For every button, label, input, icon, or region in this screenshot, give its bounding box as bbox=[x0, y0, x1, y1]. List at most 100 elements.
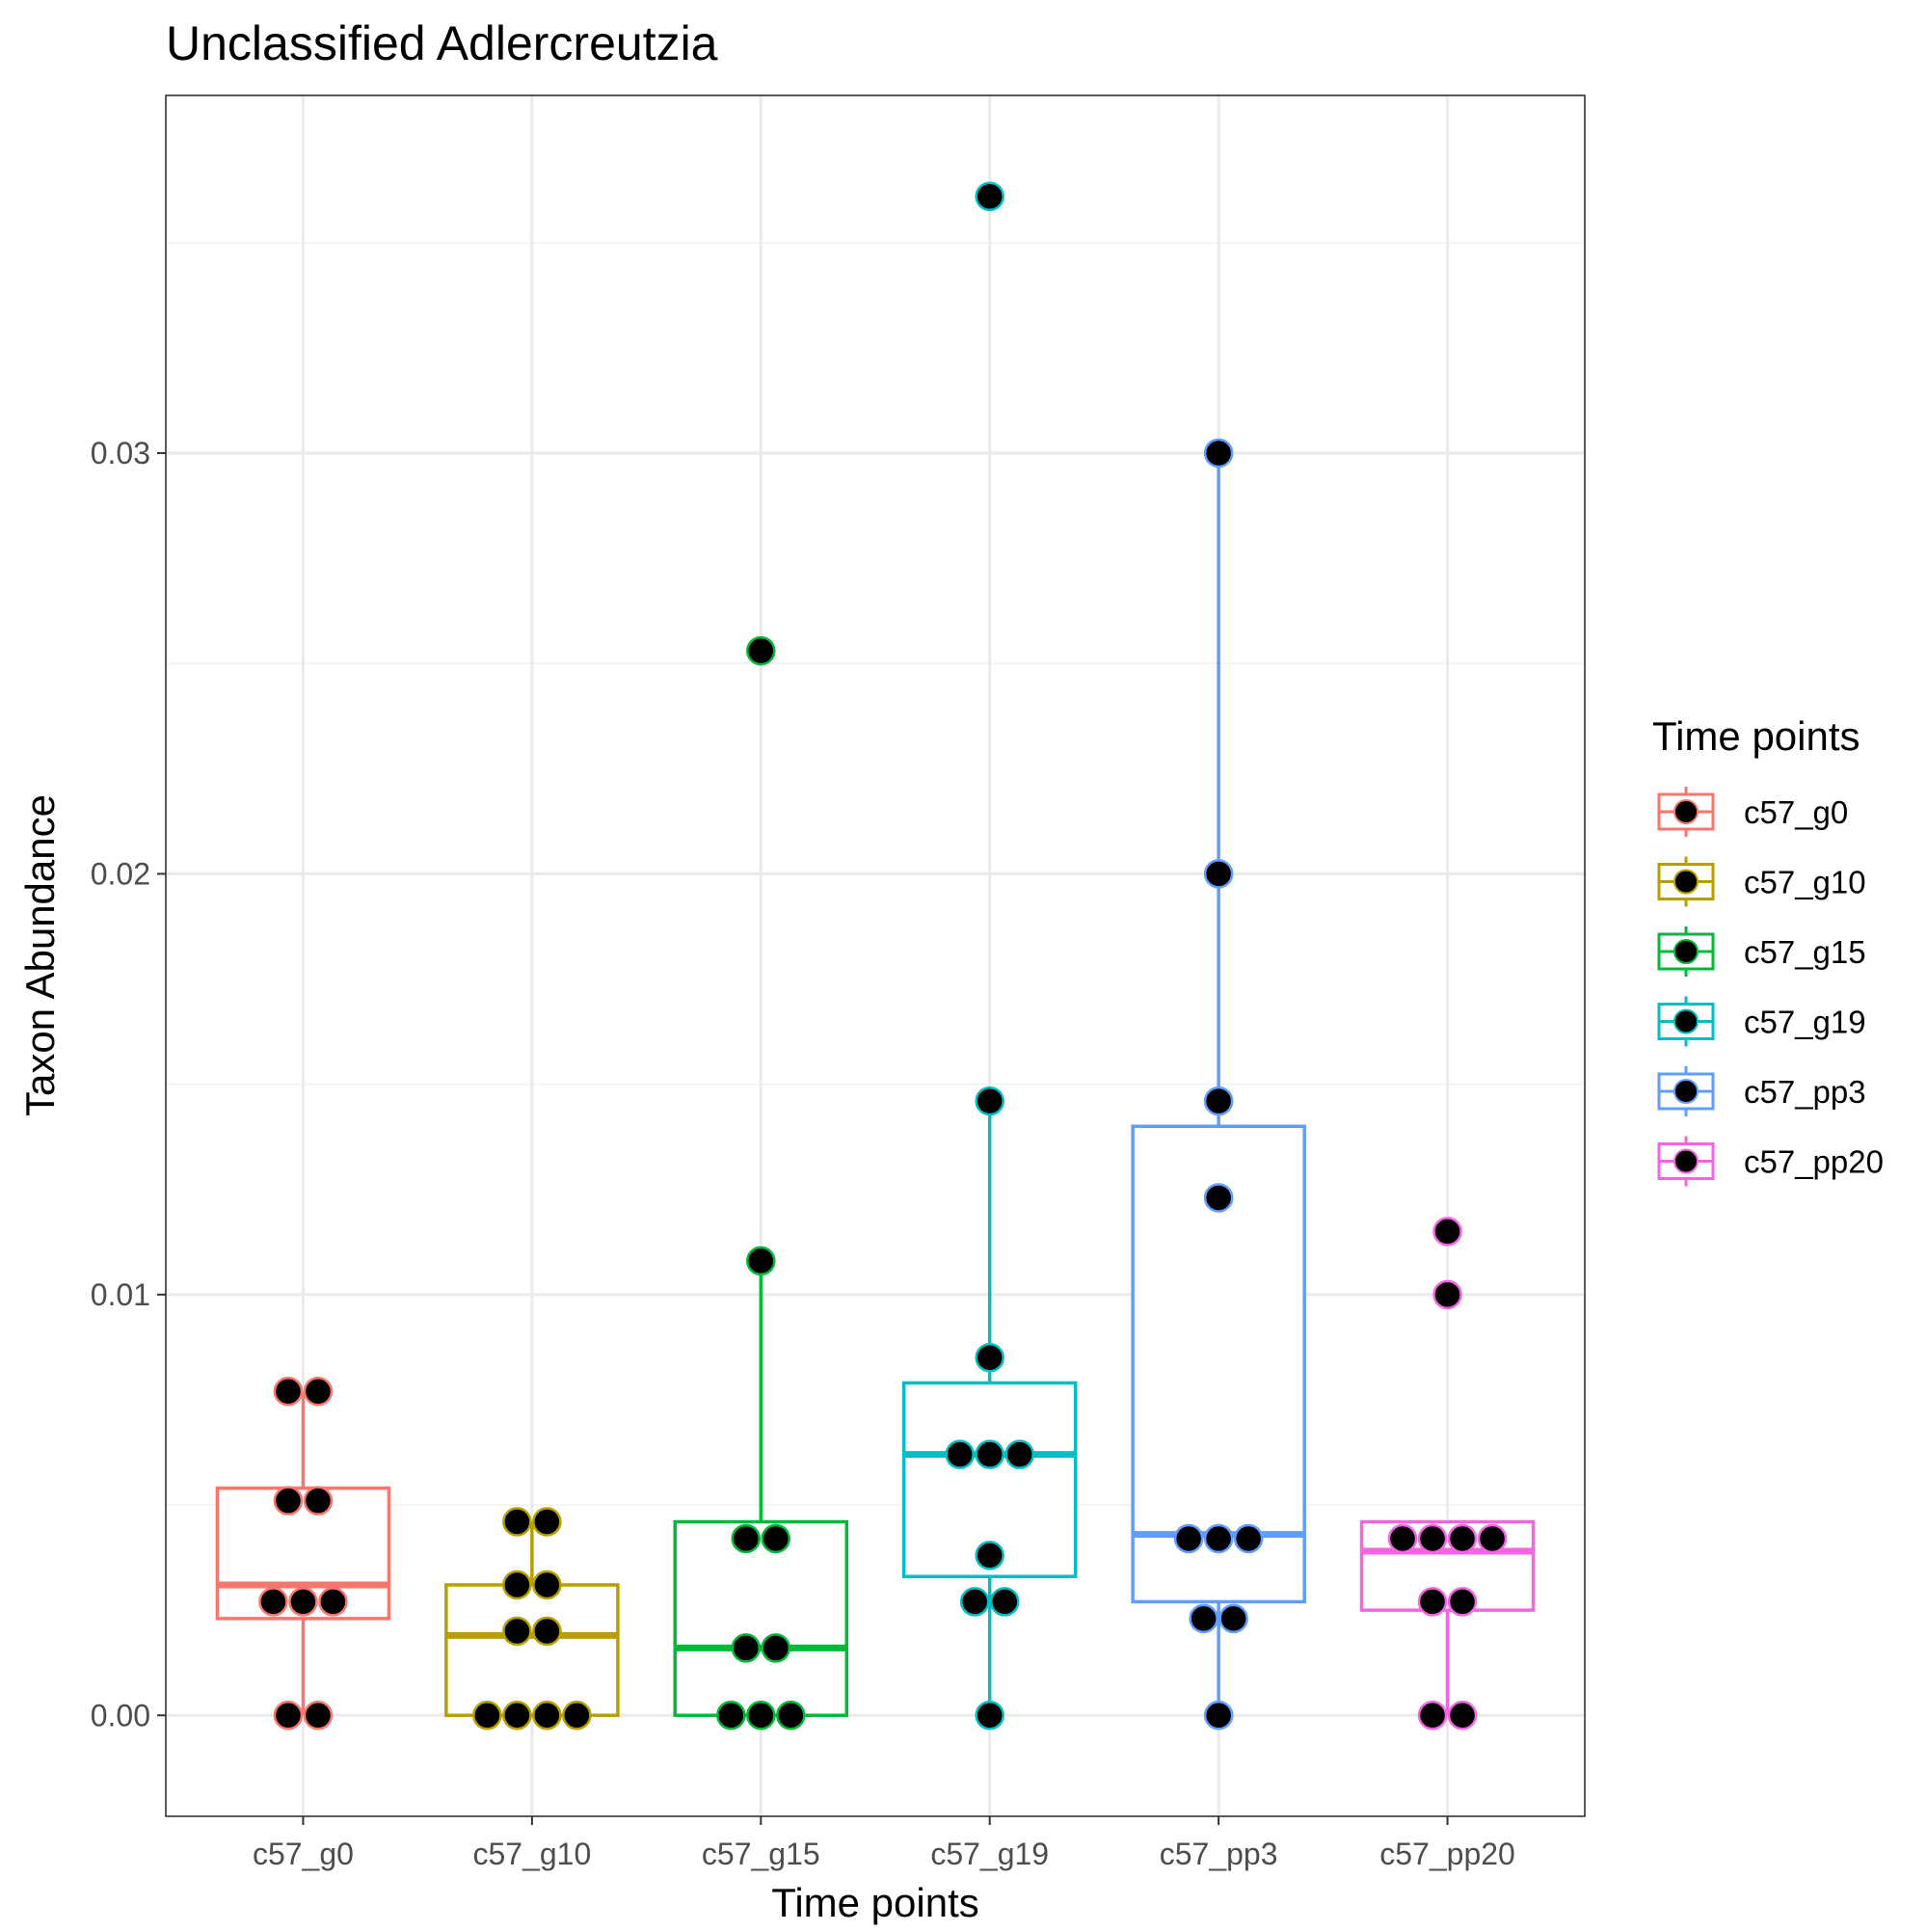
data-point bbox=[776, 1701, 806, 1731]
data-point bbox=[731, 1633, 762, 1663]
data-point bbox=[975, 1541, 1004, 1570]
data-point bbox=[1004, 1439, 1034, 1469]
legend-item-c57_g10: c57_g10 bbox=[1657, 856, 1866, 907]
data-point bbox=[989, 1587, 1020, 1617]
legend-label: c57_g0 bbox=[1744, 794, 1848, 830]
legend-key-point bbox=[1673, 799, 1699, 824]
data-point bbox=[1387, 1523, 1418, 1554]
data-point bbox=[1173, 1523, 1204, 1554]
box-body bbox=[1359, 1519, 1536, 1612]
data-point bbox=[273, 1376, 304, 1407]
data-point bbox=[472, 1701, 502, 1731]
x-tick-label: c57_pp3 bbox=[1160, 1837, 1278, 1871]
data-point bbox=[1203, 1523, 1234, 1554]
x-tick-label: c57_pp20 bbox=[1379, 1837, 1515, 1871]
data-point bbox=[532, 1616, 562, 1647]
legend-item-c57_g15: c57_g15 bbox=[1657, 926, 1866, 977]
data-point bbox=[288, 1587, 318, 1617]
data-point bbox=[1233, 1523, 1264, 1554]
data-point bbox=[502, 1616, 532, 1647]
y-axis-title: Taxon Abundance bbox=[17, 794, 63, 1116]
data-point bbox=[318, 1587, 348, 1617]
data-point bbox=[746, 1246, 776, 1276]
data-point bbox=[1432, 1217, 1462, 1247]
data-point bbox=[532, 1701, 562, 1731]
legend-key-point bbox=[1673, 939, 1699, 964]
data-point bbox=[502, 1570, 532, 1600]
box-body bbox=[673, 1519, 849, 1718]
data-point bbox=[1203, 1701, 1234, 1731]
box-group-c57_pp20 bbox=[1359, 1519, 1536, 1716]
data-point bbox=[1417, 1701, 1448, 1731]
legend-item-c57_pp3: c57_pp3 bbox=[1657, 1066, 1866, 1116]
box-group-c57_g0 bbox=[215, 1391, 391, 1716]
data-point bbox=[975, 1701, 1004, 1731]
data-point bbox=[532, 1507, 562, 1537]
legend-key-point bbox=[1673, 869, 1699, 895]
data-point bbox=[1432, 1279, 1462, 1310]
chart-title: Unclassified Adlercreutzia bbox=[166, 16, 718, 70]
x-tick-label: c57_g10 bbox=[472, 1837, 591, 1871]
data-point bbox=[1417, 1587, 1448, 1617]
data-point bbox=[716, 1701, 746, 1731]
box-body bbox=[444, 1583, 620, 1718]
legend-key-point bbox=[1673, 1008, 1699, 1034]
data-point bbox=[502, 1701, 532, 1731]
legend-item-c57_g19: c57_g19 bbox=[1657, 996, 1866, 1047]
y-tick-label: 0.00 bbox=[91, 1698, 150, 1732]
data-point bbox=[975, 1086, 1004, 1116]
data-point bbox=[273, 1701, 304, 1731]
legend-label: c57_pp3 bbox=[1744, 1074, 1866, 1110]
data-point bbox=[975, 1343, 1004, 1373]
data-point bbox=[1477, 1523, 1508, 1554]
y-tick-label: 0.03 bbox=[91, 436, 150, 470]
data-point bbox=[1447, 1523, 1478, 1554]
legend-item-c57_pp20: c57_pp20 bbox=[1657, 1136, 1884, 1187]
legend-key-point bbox=[1673, 1079, 1699, 1104]
legend-label: c57_g15 bbox=[1744, 934, 1866, 970]
data-point bbox=[1447, 1587, 1478, 1617]
data-point bbox=[1218, 1603, 1248, 1634]
x-tick-label: c57_g15 bbox=[702, 1837, 820, 1871]
data-point bbox=[761, 1633, 791, 1663]
data-point bbox=[1447, 1701, 1478, 1731]
legend-key-point bbox=[1673, 1148, 1699, 1174]
data-point bbox=[746, 635, 776, 666]
data-point bbox=[502, 1507, 532, 1537]
data-point bbox=[258, 1587, 288, 1617]
legend-label: c57_g10 bbox=[1744, 865, 1866, 900]
point-layer bbox=[258, 181, 1508, 1731]
axis-layer: 0.00 0.01 0.02 0.03 c57_g0 c57_g10 c57_g15 c57_… bbox=[91, 436, 1515, 1871]
data-point bbox=[303, 1486, 334, 1516]
data-point bbox=[562, 1701, 592, 1731]
data-point bbox=[1189, 1603, 1218, 1634]
legend-items: c57_g0 c57_g10 c57_g15 c57_g19 c57_pp3 c57_pp… bbox=[1657, 787, 1884, 1187]
box-group-c57_g10 bbox=[444, 1521, 620, 1718]
legend-title: Time points bbox=[1652, 713, 1860, 759]
legend-item-c57_g0: c57_g0 bbox=[1657, 787, 1848, 837]
data-point bbox=[975, 1439, 1004, 1469]
data-point bbox=[1203, 859, 1234, 889]
data-point bbox=[303, 1376, 334, 1407]
x-tick-label: c57_g19 bbox=[930, 1837, 1049, 1871]
x-axis-title: Time points bbox=[771, 1880, 979, 1925]
data-point bbox=[1203, 1183, 1234, 1213]
box-group-c57_g15 bbox=[673, 1260, 849, 1718]
data-point bbox=[273, 1486, 304, 1516]
data-point bbox=[975, 181, 1004, 211]
data-point bbox=[1203, 438, 1234, 469]
data-point bbox=[1203, 1086, 1234, 1116]
data-point bbox=[303, 1701, 334, 1731]
data-point bbox=[532, 1570, 562, 1600]
y-tick-label: 0.01 bbox=[91, 1277, 150, 1312]
legend-label: c57_pp20 bbox=[1744, 1144, 1884, 1180]
y-tick-label: 0.02 bbox=[91, 856, 150, 891]
data-point bbox=[761, 1523, 791, 1554]
data-point bbox=[959, 1587, 990, 1617]
box-group-c57_g19 bbox=[901, 1101, 1078, 1716]
legend: Time points c57_g0 c57_g10 c57_g15 c57_g19c… bbox=[1652, 713, 1884, 1187]
legend-label: c57_g19 bbox=[1744, 1005, 1866, 1040]
x-tick-label: c57_g0 bbox=[253, 1837, 354, 1871]
